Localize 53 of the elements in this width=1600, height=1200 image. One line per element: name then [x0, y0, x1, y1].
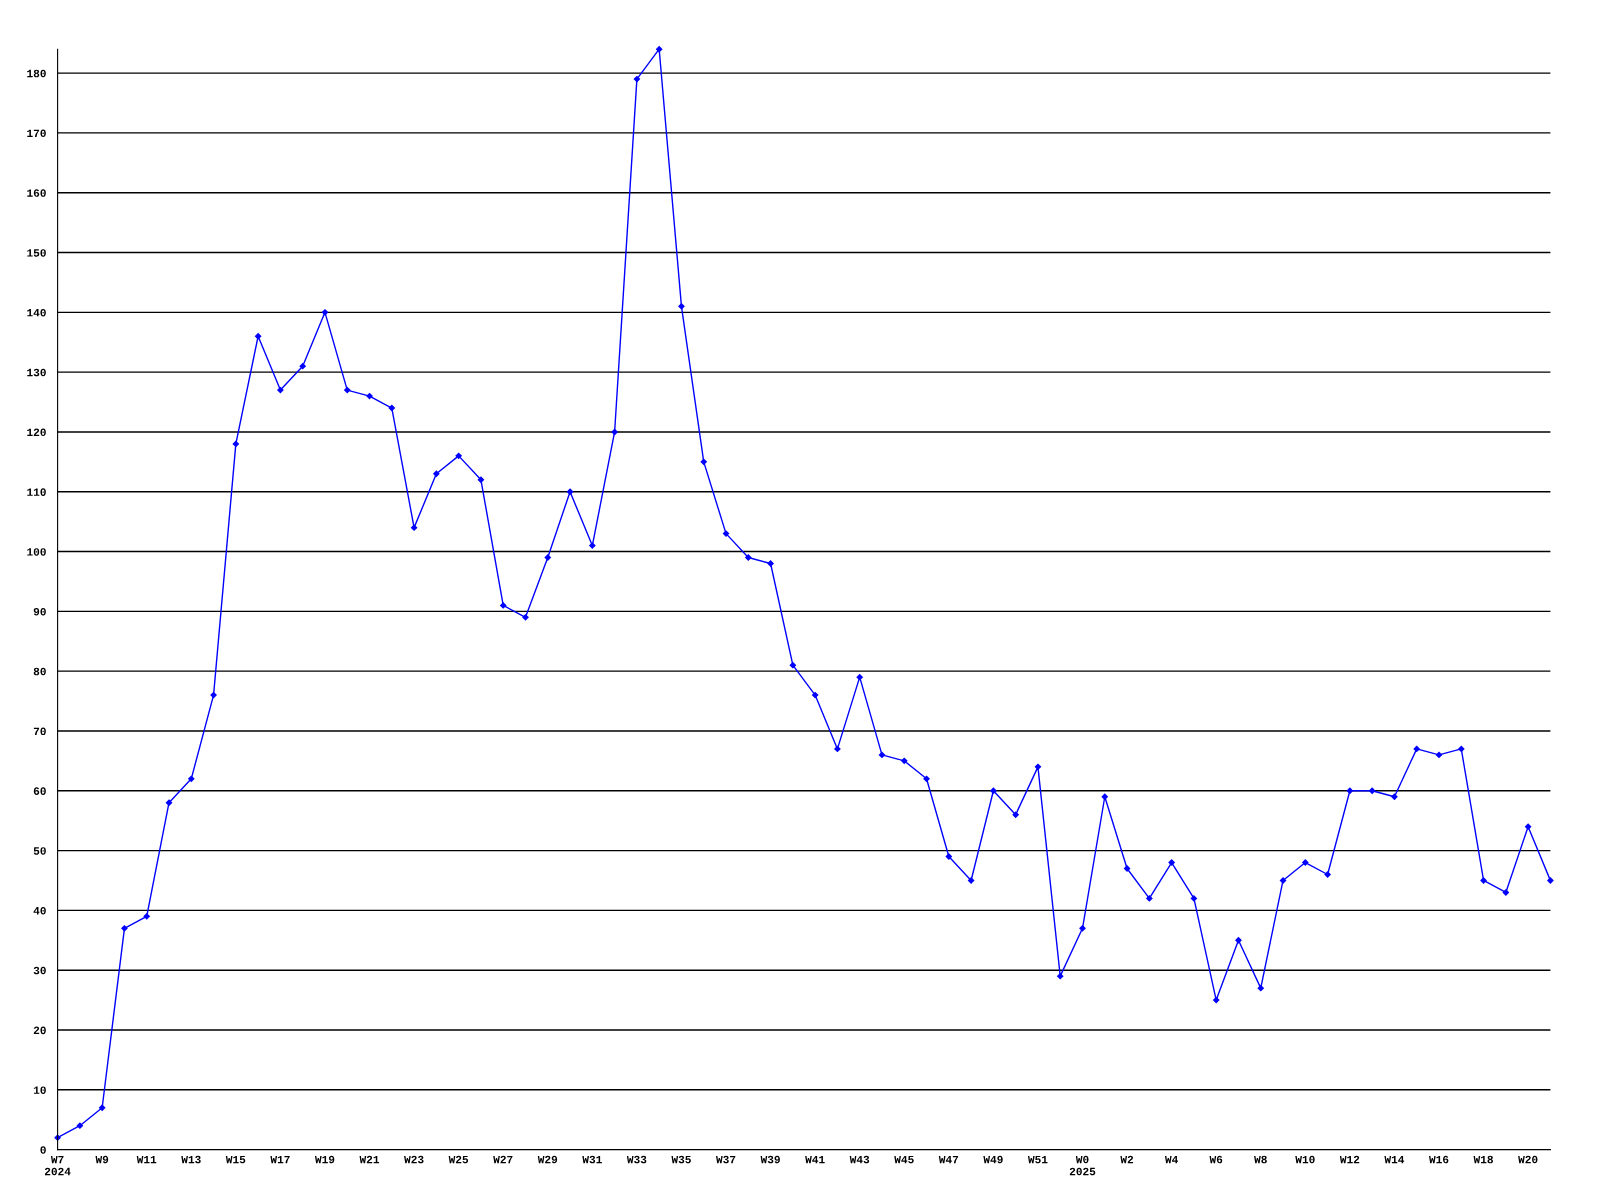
- y-tick-label: 110: [27, 488, 46, 496]
- y-tick-label: 50: [33, 847, 46, 855]
- x-tick-label: W14: [1384, 1155, 1405, 1164]
- x-tick-label: W9: [95, 1155, 109, 1164]
- y-tick-label: 0: [40, 1146, 46, 1154]
- x-tick-label: W16: [1428, 1155, 1449, 1164]
- y-tick-label: 140: [27, 308, 46, 317]
- x-tick-label: W20: [1518, 1155, 1538, 1164]
- x-tick-label: W13: [181, 1155, 201, 1164]
- x-tick-label: W17: [270, 1155, 290, 1164]
- x-tick-label: W27: [493, 1155, 513, 1164]
- x-tick-label: W7 2024: [44, 1155, 71, 1176]
- x-tick-label: W0 2025: [1069, 1155, 1096, 1176]
- y-tick-label: 130: [27, 368, 46, 377]
- x-tick-label: W35: [671, 1155, 691, 1164]
- y-tick-label: 100: [27, 548, 46, 556]
- y-tick-label: 40: [33, 906, 46, 915]
- y-tick-label: 20: [33, 1026, 46, 1035]
- x-tick-label: W2: [1120, 1155, 1134, 1164]
- y-tick-label: 150: [27, 249, 46, 257]
- x-tick-label: W29: [537, 1155, 558, 1164]
- y-tick-label: 180: [27, 69, 46, 78]
- x-tick-label: W18: [1473, 1155, 1493, 1164]
- x-tick-label: W23: [404, 1155, 424, 1164]
- y-tick-label: 160: [27, 189, 46, 197]
- x-tick-label: W11: [136, 1155, 157, 1164]
- x-tick-label: W49: [983, 1155, 1003, 1164]
- x-tick-label: W33: [626, 1155, 647, 1164]
- x-tick-label: W39: [760, 1155, 780, 1164]
- x-tick-label: W31: [582, 1155, 602, 1164]
- y-tick-label: 90: [33, 607, 46, 616]
- y-tick-label: 170: [27, 129, 46, 138]
- x-tick-label: W6: [1209, 1155, 1223, 1164]
- x-tick-label: W45: [894, 1155, 914, 1164]
- y-tick-label: 70: [33, 727, 46, 736]
- x-tick-label: W41: [805, 1155, 825, 1164]
- y-tick-label: 120: [27, 428, 46, 437]
- x-tick-label: W25: [448, 1155, 469, 1164]
- x-tick-label: W10: [1295, 1155, 1315, 1164]
- x-tick-label: W8: [1254, 1155, 1267, 1164]
- x-tick-label: W37: [716, 1155, 736, 1164]
- x-tick-label: W47: [938, 1155, 959, 1164]
- x-tick-label: W43: [849, 1155, 870, 1164]
- y-tick-label: 10: [33, 1086, 46, 1094]
- y-tick-label: 80: [33, 667, 46, 676]
- x-tick-label: W19: [314, 1155, 335, 1164]
- y-tick-label: 30: [33, 966, 46, 975]
- x-tick-label: W51: [1027, 1155, 1048, 1164]
- y-tick-label: 60: [33, 787, 46, 795]
- x-tick-label: W12: [1339, 1155, 1360, 1164]
- x-tick-label: W4: [1164, 1155, 1178, 1164]
- x-tick-label: W21: [359, 1155, 380, 1164]
- x-tick-label: W15: [225, 1155, 246, 1164]
